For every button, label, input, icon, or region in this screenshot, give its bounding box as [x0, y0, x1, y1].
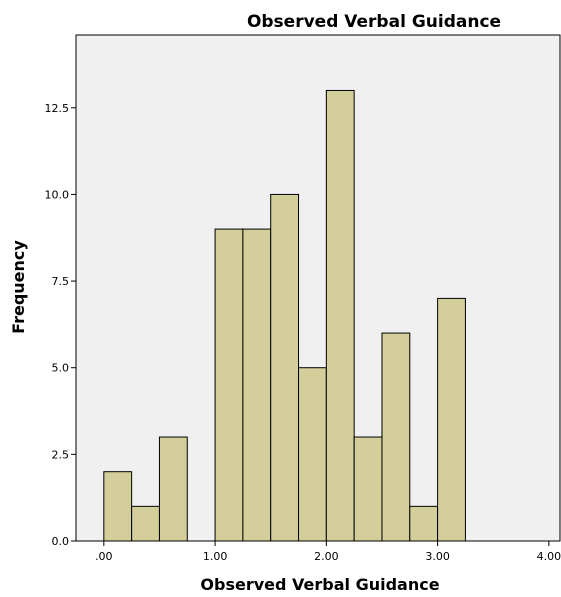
histogram-bar-9 [381, 332, 411, 542]
histogram-bar-6 [298, 367, 327, 542]
y-tick-label-1: 2.5 [52, 448, 70, 461]
y-tick-label-2: 5.0 [52, 362, 70, 375]
histogram-bar-10 [409, 505, 439, 542]
histogram-bar-0 [103, 471, 133, 542]
x-tick-label-4: 4.00 [537, 550, 561, 563]
bars-layer [103, 89, 466, 542]
histogram-bar-1 [131, 505, 160, 542]
x-axis: .00 1.00 2.00 3.00 4.00 [95, 541, 561, 563]
histogram-bar-2 [158, 436, 188, 542]
histogram-bar-3 [214, 228, 244, 542]
x-tick-label-2: 2.00 [314, 550, 339, 563]
y-axis: 0.0 2.5 5.0 7.5 10.0 12.5 [45, 102, 76, 548]
y-tick-label-0: 0.0 [52, 535, 70, 548]
x-axis-title: Observed Verbal Guidance [200, 575, 439, 594]
x-tick-label-1: 1.00 [203, 550, 228, 563]
histogram-bar-4 [242, 228, 272, 542]
x-tick-label-3: 3.00 [425, 550, 450, 563]
histogram-bar-8 [353, 436, 383, 542]
histogram-bar-5 [270, 193, 300, 542]
histogram-bar-7 [325, 89, 355, 542]
histogram-bar-11 [437, 297, 466, 542]
x-tick-label-0: .00 [95, 550, 113, 563]
y-axis-title: Frequency [9, 240, 28, 334]
y-tick-label-3: 7.5 [52, 275, 70, 288]
chart-title: Observed Verbal Guidance [247, 12, 501, 32]
y-tick-label-4: 10.0 [45, 188, 70, 201]
y-tick-label-5: 12.5 [45, 102, 70, 115]
